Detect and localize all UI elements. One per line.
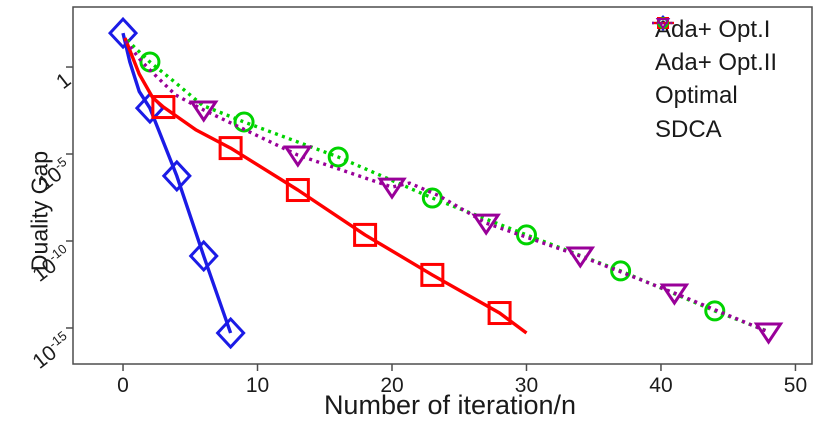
- plot-frame: [72, 6, 813, 365]
- legend-label: Ada+ Opt.I: [655, 15, 771, 43]
- series-line-sdca: [124, 39, 770, 334]
- series-marker-sdca: [188, 100, 219, 123]
- x-tick-label: 0: [117, 374, 129, 397]
- series-line-ada-opt-i: [121, 32, 233, 334]
- legend-item-ada-opt-ii: Ada+ Opt.II: [652, 17, 778, 79]
- series-marker-optimal: [327, 146, 349, 168]
- x-axis-label: Number of iteration/n: [323, 390, 577, 420]
- series-marker-ada-opt-i: [161, 159, 192, 193]
- legend-label: Ada+ Opt.II: [655, 49, 778, 77]
- legend-label: Optimal: [655, 82, 738, 110]
- legend-label: SDCA: [655, 115, 722, 143]
- triangle-down-legend-marker-icon: [652, 18, 674, 30]
- series-line-ada-opt-ii: [123, 37, 528, 335]
- legend: Ada+ Opt.I Ada+ Opt.II Optimal SDCA: [652, 13, 777, 147]
- series-line-optimal: [125, 38, 767, 333]
- series-marker-ada-opt-ii: [487, 301, 512, 326]
- series-marker-optimal: [704, 300, 726, 322]
- series-marker-optimal: [515, 224, 537, 246]
- x-tick-label: 10: [245, 374, 270, 397]
- series-marker-sdca: [377, 177, 407, 200]
- series-marker-optimal: [233, 111, 255, 133]
- series-marker-ada-opt-i: [188, 239, 219, 273]
- series-marker-ada-opt-i: [215, 316, 246, 350]
- series-marker-optimal: [421, 187, 443, 209]
- series-marker-ada-opt-i: [107, 16, 139, 50]
- series-marker-optimal: [610, 260, 632, 282]
- series-marker-ada-opt-ii: [151, 95, 176, 120]
- series-marker-sdca: [283, 145, 313, 168]
- legend-item-sdca: SDCA: [652, 18, 777, 146]
- legend-item-optimal: Optimal: [652, 17, 777, 113]
- series-marker-ada-opt-ii: [353, 222, 378, 247]
- series-marker-sdca: [565, 246, 596, 269]
- series-marker-ada-opt-ii: [285, 178, 310, 203]
- x-tick-label: 40: [649, 374, 673, 397]
- x-tick-label: 50: [783, 374, 808, 397]
- series-marker-sdca: [753, 322, 784, 345]
- series-marker-ada-opt-ii: [218, 136, 243, 161]
- x-tick-label: 20: [380, 374, 404, 397]
- series-marker-sdca: [659, 283, 690, 306]
- series-marker-sdca: [471, 213, 501, 236]
- series-marker-ada-opt-ii: [420, 262, 445, 287]
- x-tick-label: 30: [514, 374, 539, 397]
- y-axis-label: Duality Gap: [26, 150, 53, 272]
- legend-item-ada-opt-i: Ada+ Opt.I: [652, 13, 777, 46]
